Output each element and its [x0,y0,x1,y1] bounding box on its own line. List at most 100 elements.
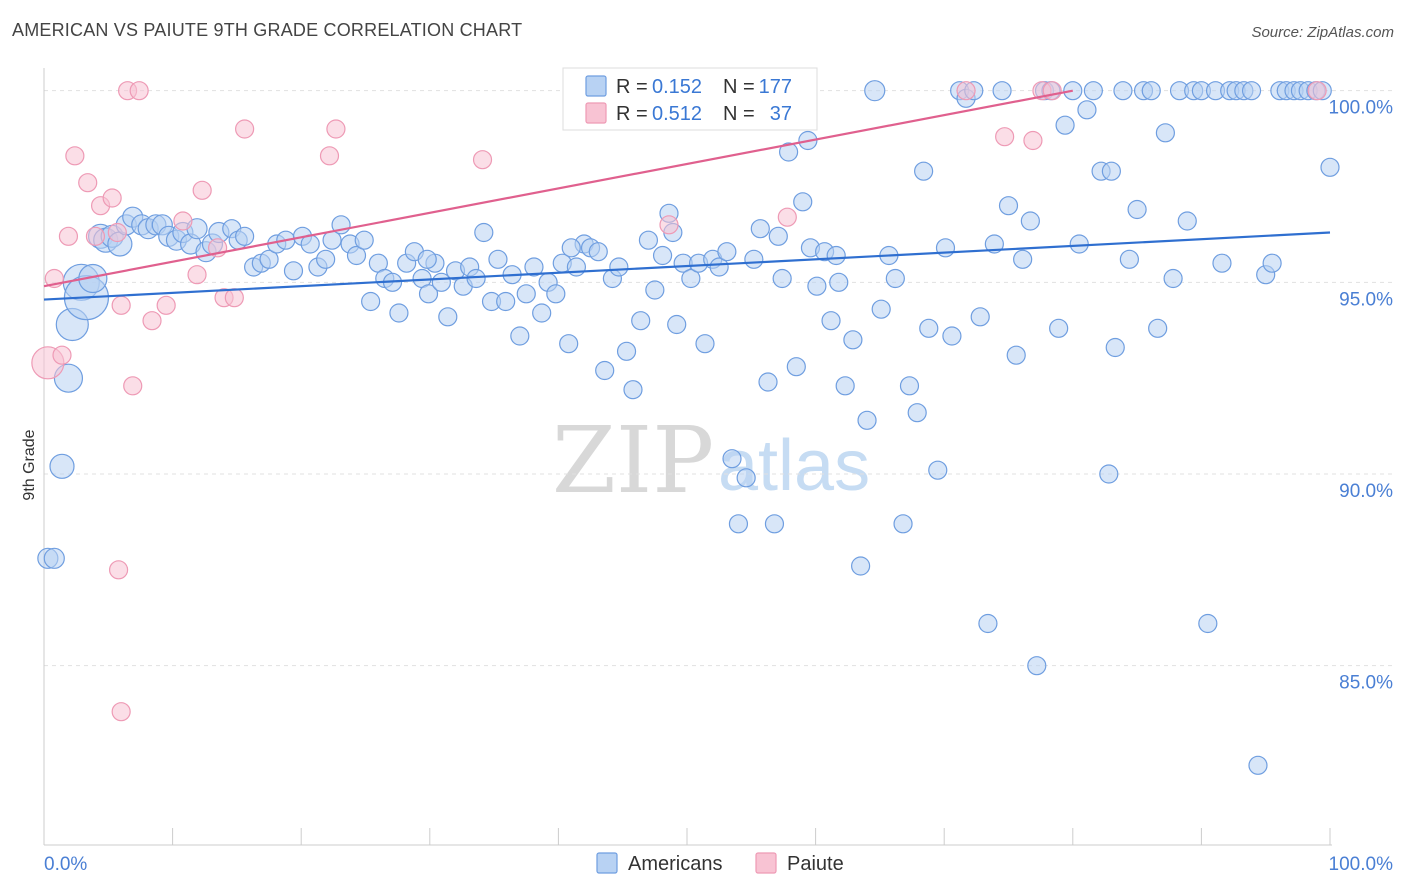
americans-point [532,303,552,323]
americans-point [695,334,715,354]
americans-point [1212,253,1232,273]
americans-point [843,330,863,350]
americans-point [561,238,581,258]
watermark-zip: ZIP [552,407,714,514]
paiute-point [102,188,122,208]
paiute-point [108,560,129,580]
source-note: Source: ZipAtlas.com [1251,24,1394,41]
americans-point [1027,656,1047,676]
americans-point [1013,249,1033,269]
americans-point [728,514,749,534]
americans-point [1141,81,1161,101]
x-tick-label: 0.0% [44,854,87,875]
paiute-point [111,295,131,315]
americans-point [793,192,813,212]
legend-bottom-label-americans: Americans [628,853,722,875]
paiute-point [472,150,493,170]
americans-point [609,257,629,277]
americans-point [1055,115,1075,135]
paiute-point [173,211,193,231]
americans-point [717,242,737,262]
legend-r-value-americans: 0.152 [652,76,702,98]
legend-n-label-americans: N = [723,76,755,98]
paiute-point [58,226,79,246]
americans-point [914,161,934,181]
paiute-point [326,119,346,139]
paiute-point [659,215,679,235]
paiute-point [1023,130,1043,151]
paiute-point [78,173,98,193]
americans-point [1262,253,1282,273]
paiute-trend-line [43,89,1074,288]
americans-point [631,311,651,331]
americans-point [681,268,701,289]
americans-point [510,326,530,346]
paiute-point [1042,81,1062,101]
americans-point [893,514,913,534]
americans-point [588,242,608,262]
americans-point [978,613,998,634]
paiute-point [192,180,212,200]
paiute-point [1307,81,1327,101]
paiute-point [235,119,255,139]
americans-point [821,311,841,331]
americans-point [1127,199,1147,220]
paiute-point [319,146,340,166]
americans-point [235,226,255,246]
legend-swatch-paiute [585,102,607,124]
y-tick-label: 100.0% [1329,98,1394,119]
y-axis-title: 9th Grade [21,429,38,500]
americans-point [928,460,948,480]
americans-point [667,314,687,335]
gridlines [44,90,1392,667]
americans-point [418,284,439,304]
americans-point [595,360,615,381]
americans-trend-line [43,231,1331,301]
paiute-point [995,127,1015,147]
americans-point [496,291,516,312]
americans-point [638,230,659,250]
americans-point [758,372,778,392]
americans-point [1113,81,1133,101]
legend-n-label-paiute: N = [723,103,755,125]
chart-title: AMERICAN VS PAIUTE 9TH GRADE CORRELATION… [12,20,523,40]
americans-point [259,249,279,269]
americans-point [942,326,962,346]
americans-point [346,245,367,266]
paiute-point [956,81,976,101]
americans-point [466,268,486,289]
americans-point [1119,249,1139,269]
legend-bottom-swatch-americans [596,852,618,874]
americans-point [1069,234,1089,254]
americans-point [807,276,827,296]
americans-point [488,249,508,269]
x-tick-label: 100.0% [1329,854,1394,875]
americans-point [885,268,905,289]
americans-point [559,334,579,354]
legend-r-value-paiute: 0.512 [652,103,702,125]
paiute-point [52,345,72,365]
americans-point [1177,211,1197,231]
americans-point [835,376,855,396]
americans-point [736,468,756,488]
paiute-point [777,207,797,227]
americans-point [361,291,381,312]
americans-point [316,249,336,269]
americans-point [984,234,1004,254]
y-tick-label: 95.0% [1339,289,1393,310]
legend-bottom-label-paiute: Paiute [787,853,844,875]
americans-point [1148,318,1168,338]
legend-swatch-americans [585,75,607,97]
paiute-point [129,81,149,101]
americans-point [616,341,637,361]
americans-point [864,80,886,102]
americans-point [516,284,536,304]
americans-point [1241,81,1262,101]
americans-point [744,249,764,269]
americans-point [899,376,920,396]
americans-point [354,230,374,250]
watermark-atlas: atlas [718,426,870,506]
legend-n-value-americans: 177 [759,76,792,98]
tick-labels: 85.0% 90.0% 95.0% 100.0% 0.0% 100.0% [44,98,1393,875]
